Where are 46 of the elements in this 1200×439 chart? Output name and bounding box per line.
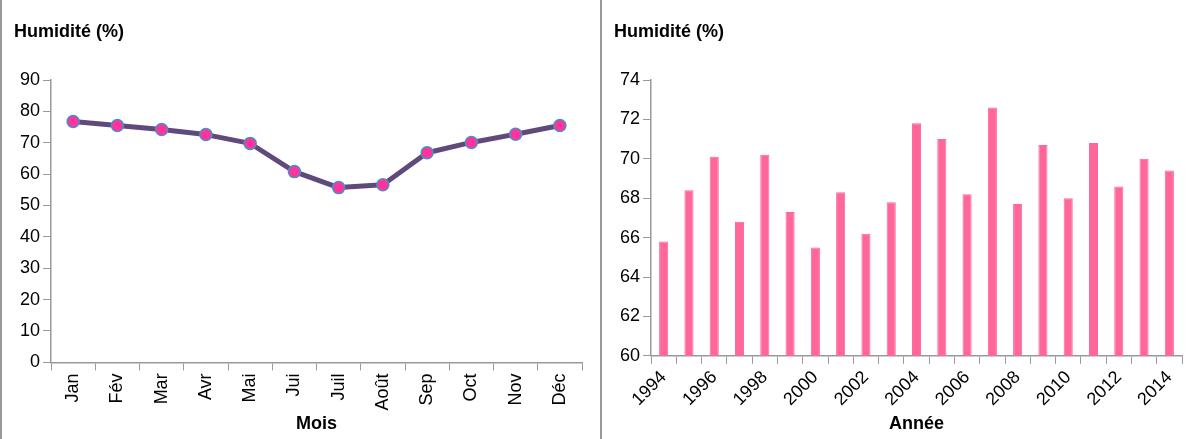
y-tick-label: 50 [19,194,41,215]
point [287,164,302,179]
x-tick-label: Jan [62,373,83,403]
x-tick-label: Oct [460,373,481,402]
y-tick-label: 80 [19,100,41,121]
y-tick-label: 62 [619,305,641,326]
x-tick-label: Avr [194,373,215,401]
point [464,135,479,150]
x-tick-label: Mar [150,373,171,405]
y-axis-title: Humidité (%) [614,20,724,43]
y-tick-label: 60 [619,344,641,365]
x-tick-label: Juil [327,373,348,401]
x-tick-label: Mai [239,373,260,403]
y-axis-title: Humidité (%) [14,20,124,43]
point [66,114,80,129]
y-tick-label: 10 [19,319,41,340]
point [508,127,523,142]
x-tick-label: Sep [416,373,437,406]
x-axis-title: Année [889,413,945,434]
point [331,180,346,195]
y-tick-label: 66 [619,226,641,247]
point [110,118,125,133]
y-tick-label: 0 [30,351,41,372]
y-tick-label: 74 [619,68,641,89]
y-tick-label: 70 [19,131,41,152]
y-tick-label: 72 [619,108,641,129]
x-tick-label: Déc [548,373,569,406]
y-tick-label: 70 [619,147,641,168]
point [376,178,390,192]
x-axis-title: Mois [296,413,338,434]
x-tick-label: Jui [283,373,304,397]
point [154,122,169,137]
x-tick-label: Fév [106,373,127,404]
point [199,127,213,142]
x-tick-label: Août [371,373,392,411]
x-tick-label: Nov [504,373,525,406]
y-tick-label: 68 [619,187,641,208]
y-tick-label: 64 [619,265,641,286]
y-tick-label: 30 [19,257,41,278]
y-tick-label: 60 [19,163,41,184]
y-tick-label: 90 [19,68,41,89]
y-tick-label: 20 [19,288,41,309]
point [553,118,567,133]
point [420,146,434,160]
y-tick-label: 40 [19,225,41,246]
point [243,136,257,151]
